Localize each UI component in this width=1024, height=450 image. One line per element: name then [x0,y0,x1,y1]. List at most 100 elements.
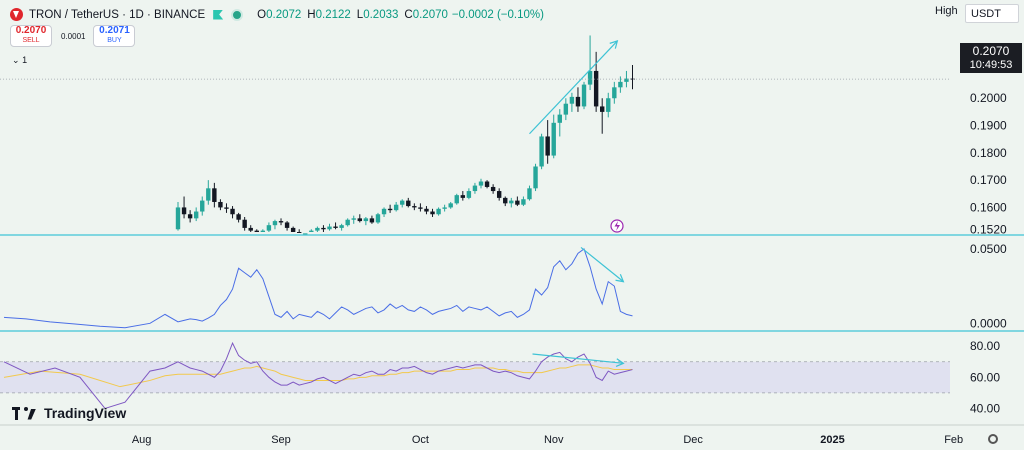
candle [593,51,599,112]
candle-body [321,227,326,230]
candle-body [618,81,623,88]
candle-body [442,207,447,209]
price-tick-label: 0.1800 [970,146,1007,160]
candle [181,196,187,219]
currency-select[interactable]: USDT [965,4,1019,23]
candle [557,109,562,137]
candle [600,98,605,134]
buy-button[interactable]: 0.2071 BUY [93,25,136,47]
candle-body [436,208,441,215]
candle [303,233,308,235]
candle [321,225,326,232]
candle-body [200,200,205,212]
buy-price: 0.2071 [99,25,130,36]
candle [430,208,435,217]
tradingview-logo[interactable]: TradingView [12,405,126,421]
candle [575,87,581,112]
candle-body [212,188,217,202]
symbol-title[interactable]: TRON / TetherUS · 1D · BINANCE [29,8,206,21]
candle [333,222,338,230]
price-tick-label: 0.1700 [970,173,1007,187]
sell-price: 0.2070 [15,25,47,36]
high-label: H [307,8,316,21]
candle [297,229,302,233]
candle [272,219,278,230]
candle-body [175,207,181,230]
x-tick-label: Feb [944,434,963,446]
indicator-collapse[interactable]: ⌄ 1 [12,55,27,66]
candle [496,188,502,201]
candle-body [181,207,187,215]
lightning-icon [610,219,624,233]
lightning-icon-glyph [614,221,620,231]
candle-body [236,214,241,220]
candle [284,221,290,231]
candle [345,218,350,227]
legend-header: TRON / TetherUS · 1D · BINANCE O 0.2072 H… [10,8,544,21]
candle [369,215,375,224]
candle [406,197,411,208]
gear-icon[interactable] [988,434,998,444]
candle [509,197,514,208]
sell-button[interactable]: 0.2070 SELL [10,25,52,47]
oscillator-trend-arrow-head [615,274,625,283]
rsi-trend-arrow [532,353,625,367]
candle-body [575,96,581,107]
rsi-band [0,361,950,393]
candle [563,98,569,121]
candle [327,223,332,231]
candle-body [406,200,411,207]
candle-body [466,191,472,198]
candle-body [424,208,429,212]
oscillator-pane[interactable] [3,248,633,329]
candle-body [381,208,387,215]
candle-body [533,166,538,189]
candle [539,133,544,170]
x-tick-label: Oct [412,434,429,446]
rsi-pane[interactable] [0,341,950,410]
candle [448,201,453,209]
flag-icon[interactable] [213,9,224,20]
price-tick-label: 0.1600 [970,200,1007,214]
candle-body [521,199,526,205]
candle [242,216,247,231]
live-dot-icon [231,8,244,21]
candle [266,222,272,232]
tron-logo-icon [10,8,23,21]
last-price-box: 0.2070 10:49:53 [960,43,1022,73]
candle-body [333,226,338,228]
candle-body [563,103,569,115]
candle-body [587,70,593,85]
axes: 0.1520 0.1600 0.1700 0.1800 0.1900 0.2000 0.00… [132,91,1007,446]
candle [569,92,575,112]
candle-body [266,225,272,231]
candle-body [248,227,253,231]
rsi-trend-arrow-shaft [532,353,624,364]
price-pane[interactable] [0,35,950,235]
change-value: −0.0002 (−0.10%) [451,8,544,21]
candle [381,207,387,217]
candle [230,206,235,219]
candle-body [206,188,211,201]
candle-body [187,214,193,219]
scale-mode-label[interactable]: High [935,5,958,17]
candle-body [581,84,587,107]
candle [339,223,344,231]
candle [363,216,369,226]
candle [521,196,526,207]
bar-countdown: 10:49:53 [969,59,1013,71]
tradingview-logo-icon [12,406,38,420]
low-value: 0.2033 [363,8,399,21]
rsi-tick-label: 60.00 [970,370,1000,384]
candle-body [412,206,417,208]
price-tick-label: 0.1900 [970,119,1007,133]
candle [412,203,417,211]
candle [551,114,556,159]
candle [624,70,629,88]
candle [309,229,314,232]
oscillator-trend-arrow-shaft [580,246,624,283]
candle-body [612,87,617,99]
candle [436,207,441,216]
candle-body [593,70,599,107]
